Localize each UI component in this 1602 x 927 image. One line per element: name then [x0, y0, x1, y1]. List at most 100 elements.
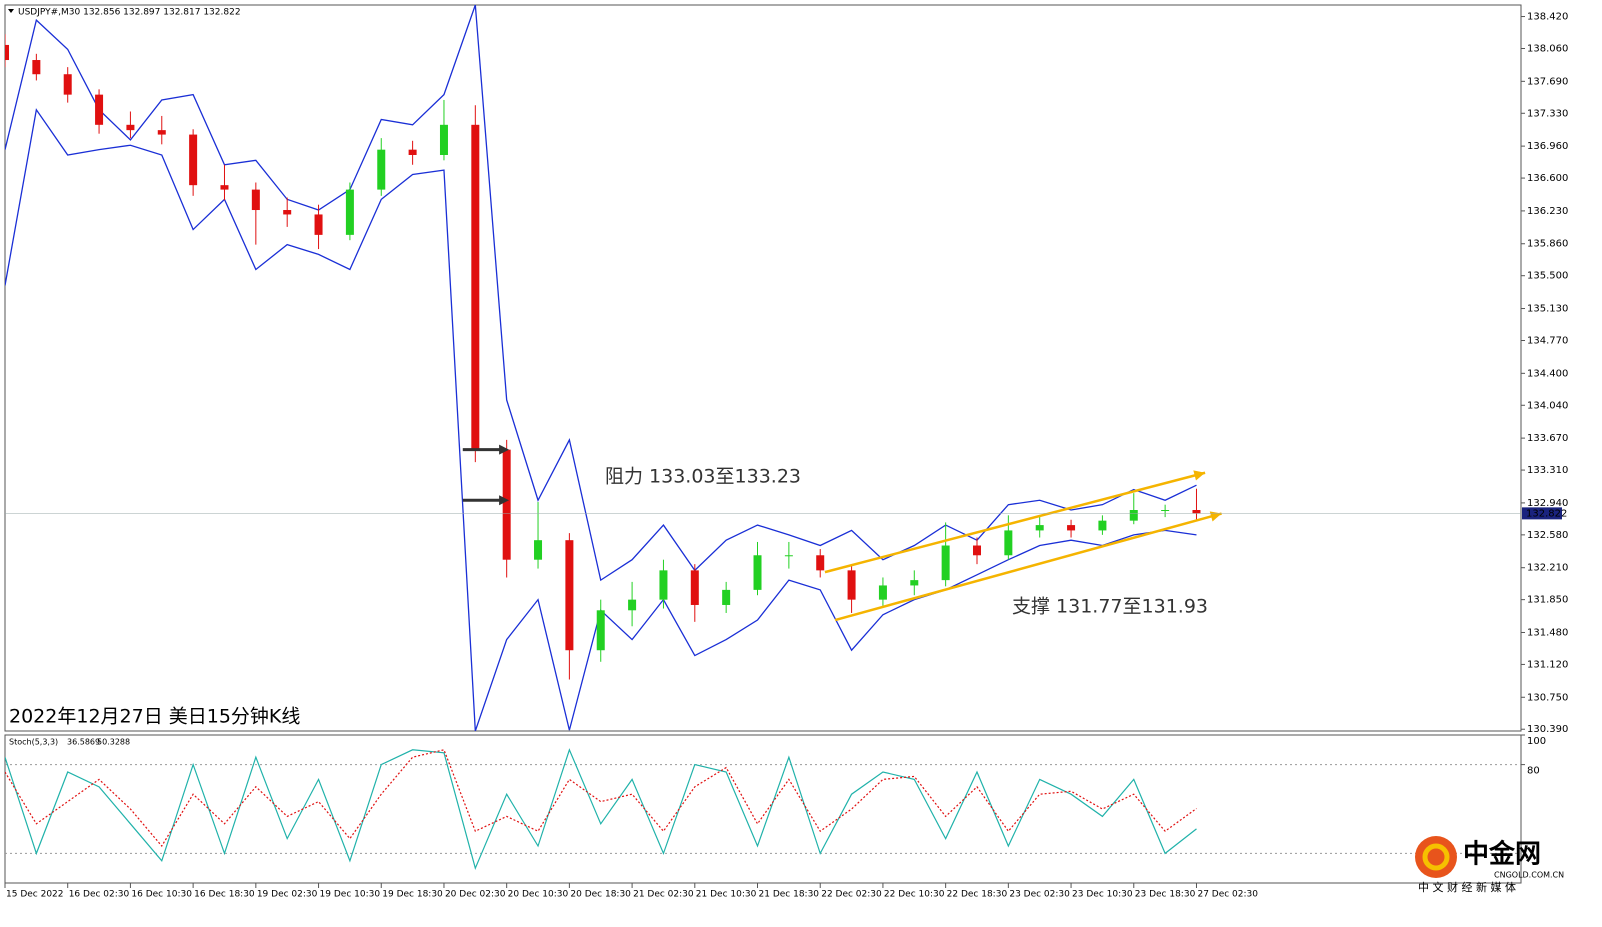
- x-tick-label: 16 Dec 18:30: [194, 890, 255, 900]
- candle-body: [816, 555, 825, 571]
- candle-body: [847, 570, 856, 600]
- y-tick-label: 132.580: [1527, 530, 1568, 541]
- x-tick-label: 21 Dec 02:30: [633, 890, 694, 900]
- logo-name: 中金网: [1463, 839, 1541, 870]
- x-tick-label: 22 Dec 18:30: [947, 890, 1008, 900]
- candle-body: [408, 149, 417, 155]
- logo-icon: [1422, 843, 1450, 871]
- chart-title: USDJPY#,M30 132.856 132.897 132.817 132.…: [18, 8, 241, 18]
- candle-body: [314, 214, 323, 235]
- y-tick-label: 134.040: [1527, 400, 1568, 411]
- indicator-title: Stoch(5,3,3): [9, 738, 58, 747]
- y-tick-label: 135.860: [1527, 239, 1568, 250]
- y-tick-label: 134.400: [1527, 368, 1568, 379]
- x-tick-label: 23 Dec 18:30: [1135, 890, 1196, 900]
- y-tick-label: 131.850: [1527, 595, 1568, 606]
- candle-body: [502, 449, 511, 560]
- candle-body: [628, 599, 637, 611]
- candle-body: [189, 134, 198, 186]
- x-tick-label: 16 Dec 02:30: [69, 890, 130, 900]
- logo: 中金网 CNGOLD.COM.CN 中 文 财 经 新 媒 体: [1415, 836, 1564, 894]
- candle-body: [1004, 530, 1013, 556]
- y-tick-label: 137.330: [1527, 108, 1568, 119]
- logo-slogan: 中 文 财 经 新 媒 体: [1418, 880, 1516, 894]
- candle-body: [1192, 510, 1201, 514]
- x-tick-label: 23 Dec 10:30: [1072, 890, 1133, 900]
- candle-body: [5, 44, 9, 61]
- stoch-panel: [4, 734, 1522, 884]
- x-tick-label: 20 Dec 18:30: [570, 890, 631, 900]
- price-plot: [5, 5, 1222, 731]
- y-tick-label: 138.060: [1527, 43, 1568, 54]
- y-tick-label: 80: [1527, 766, 1540, 777]
- candle-body: [784, 555, 793, 557]
- x-tick-label: 22 Dec 02:30: [821, 890, 882, 900]
- candle-body: [1067, 525, 1076, 531]
- y-tick-label: 134.770: [1527, 335, 1568, 346]
- y-tick-label: 131.120: [1527, 659, 1568, 670]
- annotation: 阻力 133.03至133.23: [605, 466, 801, 488]
- y-tick-label: 130.390: [1527, 724, 1568, 735]
- candle-body: [220, 185, 229, 190]
- x-tick-label: 15 Dec 2022: [6, 890, 64, 900]
- candle-body: [1035, 525, 1044, 531]
- indicator-value: 50.3288: [97, 738, 130, 747]
- candle-body: [1098, 520, 1107, 531]
- candle-body: [95, 94, 104, 125]
- x-tick-label: 22 Dec 10:30: [884, 890, 945, 900]
- current-price-box: [1522, 507, 1562, 520]
- x-tick-label: 20 Dec 10:30: [508, 890, 569, 900]
- x-tick-label: 20 Dec 02:30: [445, 890, 506, 900]
- stoch-line: [5, 748, 1197, 871]
- x-tick-label: 19 Dec 10:30: [320, 890, 381, 900]
- x-tick-label: 27 Dec 02:30: [1197, 890, 1258, 900]
- y-tick-label: 135.130: [1527, 304, 1568, 315]
- candle-body: [251, 189, 260, 211]
- candle-body: [63, 74, 72, 95]
- logo-icon: [1415, 836, 1457, 878]
- trend-arrowhead: [1193, 470, 1206, 481]
- current-price: 132.822: [1526, 508, 1567, 519]
- candle-body: [32, 60, 41, 75]
- y-tick-label: 130.750: [1527, 692, 1568, 703]
- y-tick-label: 136.230: [1527, 206, 1568, 217]
- level-arrowhead: [499, 444, 510, 455]
- menu-arrow: [8, 9, 14, 13]
- x-tick-label: 21 Dec 10:30: [696, 890, 757, 900]
- candle-body: [1161, 510, 1170, 512]
- indicator-value: 36.5869: [67, 738, 100, 747]
- trend-line: [834, 512, 1222, 622]
- candle-body: [1129, 510, 1138, 521]
- x-tick-label: 23 Dec 02:30: [1009, 890, 1070, 900]
- y-tick-label: 131.480: [1527, 627, 1568, 638]
- level-arrowhead: [499, 495, 510, 506]
- candle-body: [941, 545, 950, 581]
- y-tick-label: 132.210: [1527, 563, 1568, 574]
- y-tick-label: 136.960: [1527, 141, 1568, 152]
- annotation: 支撑 131.77至131.93: [1012, 596, 1208, 618]
- candle-body: [690, 570, 699, 605]
- y-tick-label: 133.310: [1527, 465, 1568, 476]
- candle-body: [126, 124, 135, 131]
- y-tick-label: 100: [1527, 736, 1546, 747]
- x-tick-label: 19 Dec 18:30: [382, 890, 443, 900]
- candle-body: [534, 540, 543, 560]
- stoch-plot: [5, 748, 1521, 871]
- candle-body: [565, 540, 574, 651]
- trend-arrowhead: [1209, 511, 1222, 522]
- y-tick-label: 135.500: [1527, 271, 1568, 282]
- candle-body: [659, 570, 668, 600]
- candle-body: [345, 189, 354, 235]
- candle-body: [596, 610, 605, 651]
- axes: 138.420 138.060 137.690 137.330 136.960 136.6…: [4, 12, 1568, 900]
- caption: 2022年12月27日 美日15分钟K线: [9, 706, 300, 728]
- x-tick-label: 19 Dec 02:30: [257, 890, 318, 900]
- candle-body: [471, 124, 480, 450]
- logo-url: CNGOLD.COM.CN: [1494, 871, 1564, 880]
- x-tick-label: 16 Dec 10:30: [131, 890, 192, 900]
- candle-body: [972, 545, 981, 556]
- y-tick-label: 132.940: [1527, 498, 1568, 509]
- candle-body: [910, 580, 919, 586]
